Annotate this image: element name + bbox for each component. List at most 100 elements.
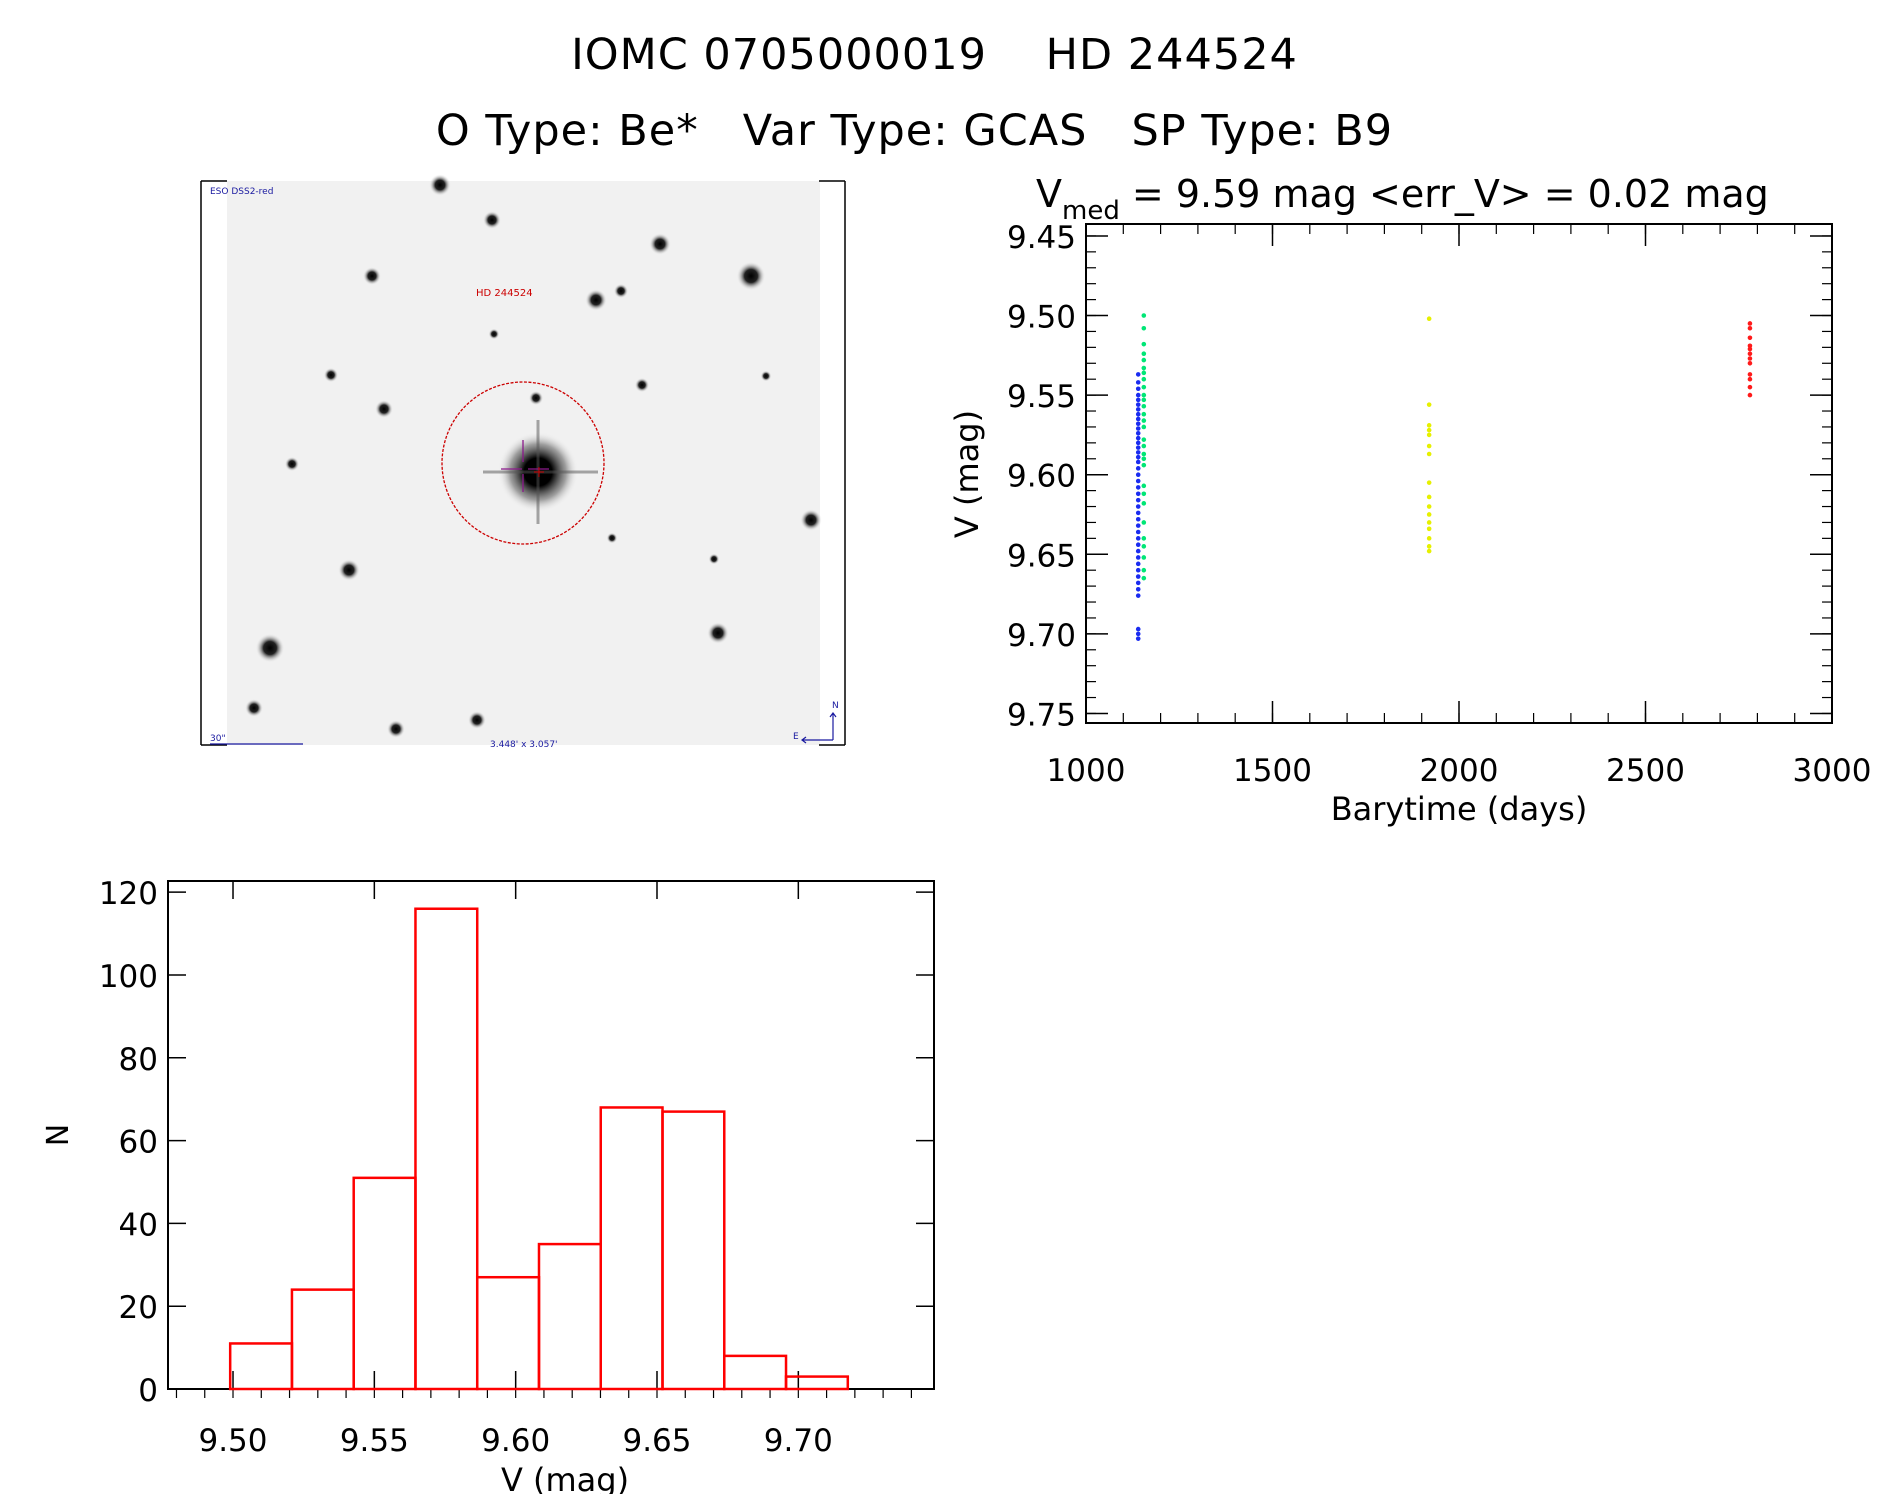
light-curve-plot: Vmed = 9.59 mag <err_V> = 0.02 mag 1000 1… (948, 172, 1871, 828)
data-point-red (1747, 346, 1753, 352)
histogram-bar (599, 1106, 664, 1391)
data-point-blue (1135, 445, 1141, 450)
data-point-red (1747, 321, 1753, 326)
y-tick-label: 120 (99, 876, 158, 912)
data-point-blue (1135, 372, 1141, 377)
data-point-yellow (1426, 432, 1432, 438)
x-tick-label: 9.65 (622, 1423, 691, 1459)
y-tick-label: 9.65 (1007, 538, 1076, 574)
data-point-green (1141, 437, 1147, 442)
star (585, 289, 607, 311)
data-point-blue (1135, 548, 1141, 554)
finding-chart: ESO DSS2-red HD 244524 30" 3.448' x 3.05… (200, 174, 846, 750)
y-tick-label: 20 (119, 1290, 158, 1326)
data-point-blue (1135, 580, 1141, 586)
data-point-blue (1135, 407, 1141, 412)
data-point-yellow (1426, 402, 1432, 407)
data-point-green (1141, 520, 1147, 525)
light-curve-title: Vmed = 9.59 mag <err_V> = 0.02 mag (1036, 172, 1769, 226)
page-title: IOMC 0705000019 HD 244524 (571, 30, 1298, 80)
object-types: O Type: Be* Var Type: GCAS SP Type: B9 (435, 106, 1394, 156)
data-point-yellow (1426, 443, 1432, 449)
data-point-green (1141, 491, 1147, 497)
data-point-green (1141, 575, 1147, 581)
star (707, 622, 729, 644)
data-point-green (1141, 555, 1147, 560)
data-point-red (1747, 376, 1753, 382)
x-tick-label: 1500 (1233, 753, 1312, 789)
star (488, 328, 500, 340)
data-point-blue (1135, 435, 1141, 441)
scale-label: 30" (210, 734, 226, 744)
star (468, 711, 486, 729)
star (528, 390, 544, 406)
data-point-yellow (1426, 548, 1432, 554)
data-point-blue (1135, 426, 1141, 431)
star (284, 456, 300, 472)
data-point-green (1141, 370, 1147, 376)
data-point-blue (1135, 567, 1141, 573)
histogram-bar (475, 1275, 541, 1391)
histogram-bar (290, 1288, 355, 1391)
crosshair-icon (501, 440, 549, 492)
plot-frame (1085, 223, 1833, 724)
data-point-red (1747, 343, 1753, 349)
data-point-blue (1135, 626, 1141, 632)
x-tick-label: 2000 (1420, 753, 1499, 789)
x-tick-label: 2500 (1606, 753, 1685, 789)
x-tick-label: 3000 (1793, 753, 1872, 789)
data-point-blue (1135, 454, 1141, 460)
data-point-green (1141, 403, 1147, 409)
compass-icon (801, 712, 837, 744)
data-point-red (1747, 356, 1753, 361)
light-curve-xlabel: Barytime (days) (1331, 790, 1588, 828)
star (363, 267, 381, 285)
data-point-green (1141, 462, 1147, 468)
data-point-blue (1135, 440, 1141, 446)
histogram-bar (784, 1375, 850, 1391)
data-point-blue (1135, 586, 1141, 592)
star (649, 233, 671, 255)
data-point-yellow (1426, 494, 1432, 500)
star (708, 553, 720, 565)
y-tick-label: 9.50 (1007, 300, 1076, 336)
data-point-yellow (1426, 427, 1432, 433)
data-point-green (1141, 501, 1147, 506)
histogram-xlabel: V (mag) (501, 1461, 629, 1494)
y-tick-label: 9.60 (1007, 459, 1076, 495)
data-point-blue (1135, 516, 1141, 522)
star (606, 532, 618, 544)
data-point-red (1747, 392, 1753, 398)
x-tick-label: 9.70 (764, 1423, 833, 1459)
y-tick-label: 9.75 (1007, 697, 1076, 733)
histogram-plot: 9.50 9.55 9.60 9.65 9.70 0 20 40 60 80 100 120 V (m… (41, 876, 935, 1494)
star (245, 699, 263, 717)
data-point-green (1141, 418, 1147, 423)
east-label: E (793, 732, 799, 742)
plot-frame (167, 880, 935, 1390)
data-point-blue (1135, 523, 1141, 528)
data-point-red (1747, 360, 1753, 366)
data-point-green (1141, 456, 1147, 462)
data-point-blue (1135, 478, 1141, 484)
data-point-yellow (1426, 544, 1432, 549)
data-point-green (1141, 313, 1147, 318)
data-point-green (1141, 365, 1147, 371)
data-point-yellow (1426, 512, 1432, 517)
north-label: N (832, 701, 839, 711)
data-point-blue (1135, 386, 1141, 392)
data-point-blue (1135, 529, 1141, 535)
star (483, 211, 501, 229)
x-tick-label: 9.60 (481, 1423, 550, 1459)
data-point-red (1747, 325, 1753, 331)
data-point-green (1141, 325, 1147, 331)
data-point-yellow (1426, 536, 1432, 541)
data-point-blue (1135, 631, 1141, 637)
data-point-green (1141, 443, 1147, 449)
fov-label: 3.448' x 3.057' (490, 740, 558, 750)
data-point-red (1747, 351, 1753, 357)
data-point-blue (1135, 593, 1141, 598)
histogram-bar (228, 1342, 294, 1391)
light-curve-ylabel: V (mag) (948, 410, 986, 538)
star (338, 559, 360, 581)
